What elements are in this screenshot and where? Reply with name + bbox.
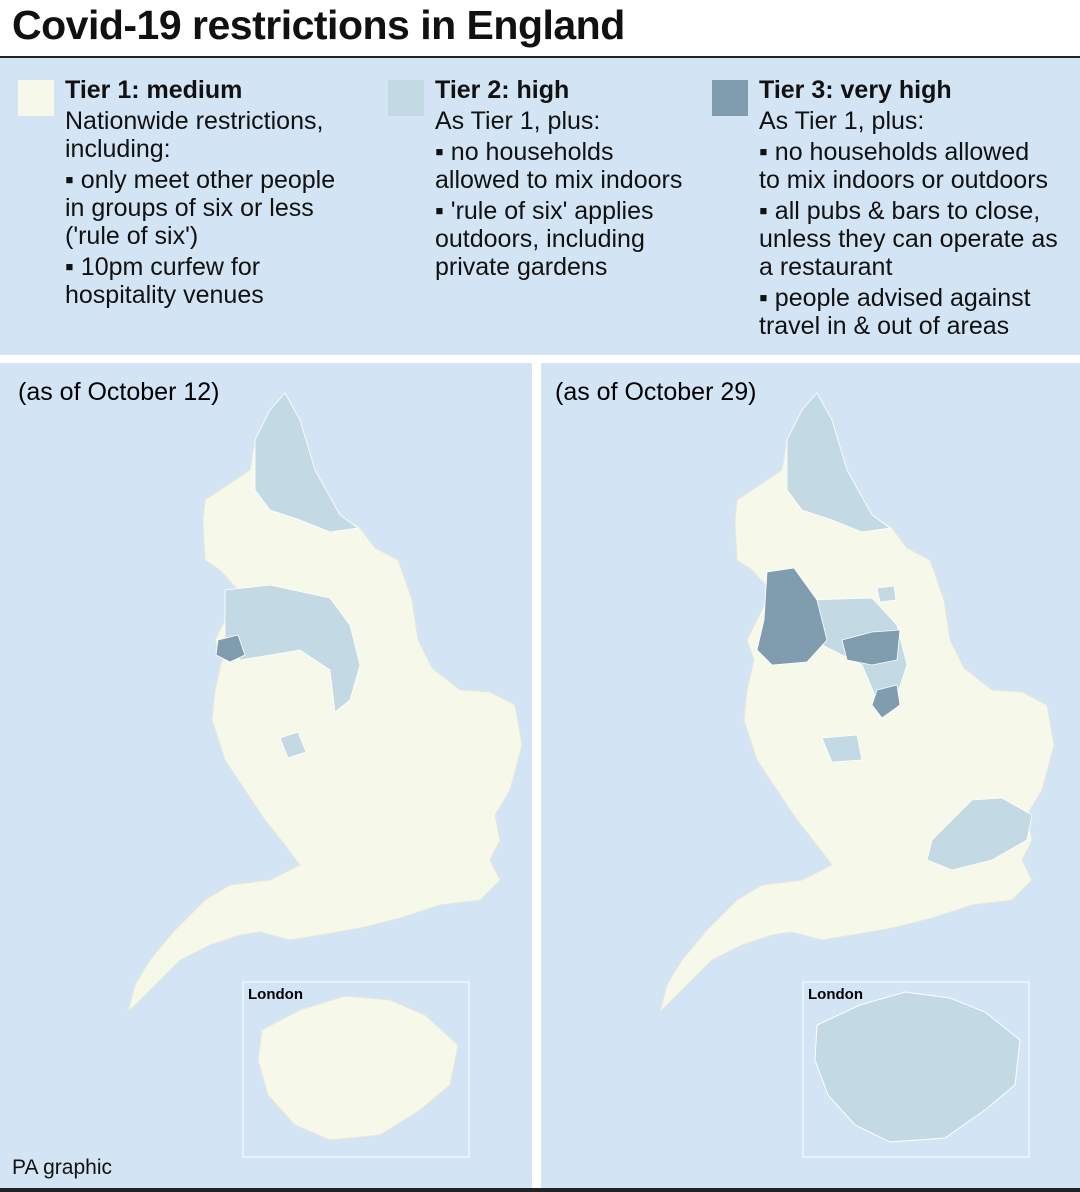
text-line: As Tier 1, plus:	[759, 107, 925, 135]
legend: Tier 1: medium Nationwide restrictions, in…	[0, 58, 1080, 355]
text-line: a restaurant	[759, 253, 893, 281]
map-panel	[0, 363, 532, 1188]
rule	[0, 56, 1080, 58]
text-line: private gardens	[435, 253, 608, 281]
text-line: ▪ 10pm curfew for	[65, 253, 261, 281]
region	[926, 797, 1033, 871]
text-line: in groups of six or less	[65, 194, 314, 222]
tier-item: ▪ 'rule of six' applies outdoors, includi…	[435, 197, 682, 281]
tier-item: ▪ only meet other people in groups of six…	[65, 166, 335, 250]
inset-box	[802, 981, 1030, 1158]
region	[786, 392, 892, 533]
country	[659, 392, 1055, 1013]
text-line: unless they can operate as	[759, 225, 1058, 253]
tier-label: Tier 1: medium	[65, 76, 243, 104]
text-line: ▪ no households	[435, 138, 614, 166]
text-line: travel in & out of areas	[759, 312, 1010, 340]
region	[254, 392, 360, 533]
tier-intro: As Tier 1, plus:	[759, 107, 1058, 135]
map-caption: (as of October 29)	[555, 378, 756, 406]
tier-item: ▪ all pubs & bars to close, unless they c…	[759, 197, 1058, 281]
text-line: ▪ people advised against	[759, 284, 1031, 312]
tier-item: ▪ 10pm curfew for hospitality venues	[65, 253, 335, 309]
inset-label: London	[248, 986, 303, 1003]
tier-label: Tier 2: high	[435, 76, 570, 104]
text-line: ▪ no households allowed	[759, 138, 1030, 166]
tier-text: Tier 2: high As Tier 1, plus: ▪ no househo…	[435, 76, 682, 284]
inset-box	[242, 981, 470, 1158]
region	[876, 585, 897, 603]
tier-item: ▪ no households allowed to mix indoors or…	[759, 138, 1058, 194]
region	[841, 629, 901, 666]
swatch	[18, 80, 54, 116]
swatch	[712, 80, 748, 116]
region	[279, 731, 307, 759]
text-line: including:	[65, 135, 171, 163]
text-line: outdoors, including	[435, 225, 645, 253]
text-line: to mix indoors or outdoors	[759, 166, 1049, 194]
text-line: hospitality venues	[65, 281, 264, 309]
map-panel	[541, 363, 1080, 1188]
region	[224, 584, 361, 713]
rule	[0, 1188, 1080, 1192]
text-line: ▪ all pubs & bars to close,	[759, 197, 1041, 225]
london	[257, 995, 459, 1141]
text-line: ▪ only meet other people	[65, 166, 336, 194]
region	[871, 684, 901, 719]
text-line: Nationwide restrictions,	[65, 107, 324, 135]
text-line: ▪ 'rule of six' applies	[435, 197, 654, 225]
tier-intro: As Tier 1, plus:	[435, 107, 682, 135]
region	[756, 567, 828, 666]
tier-text: Tier 1: medium Nationwide restrictions, in…	[65, 76, 335, 312]
tier-item: ▪ no households allowed to mix indoors	[435, 138, 682, 194]
tier-item: ▪ people advised against travel in & out …	[759, 284, 1058, 340]
map-caption: (as of October 12)	[18, 378, 219, 406]
text-line: ('rule of six')	[65, 222, 199, 250]
region	[811, 597, 908, 711]
text-line: allowed to mix indoors	[435, 166, 683, 194]
tier-text: Tier 3: very high As Tier 1, plus: ▪ no ho…	[759, 76, 1058, 343]
country	[127, 392, 523, 1013]
credit: PA graphic	[12, 1156, 113, 1179]
region	[215, 634, 246, 663]
swatch	[388, 80, 424, 116]
tier-intro: Nationwide restrictions, including:	[65, 107, 335, 163]
text-line: As Tier 1, plus:	[435, 107, 601, 135]
inset-label: London	[808, 986, 863, 1003]
region	[821, 734, 863, 763]
tier-label: Tier 3: very high	[759, 76, 952, 104]
title: Covid-19 restrictions in England	[12, 2, 625, 48]
london	[814, 991, 1021, 1143]
